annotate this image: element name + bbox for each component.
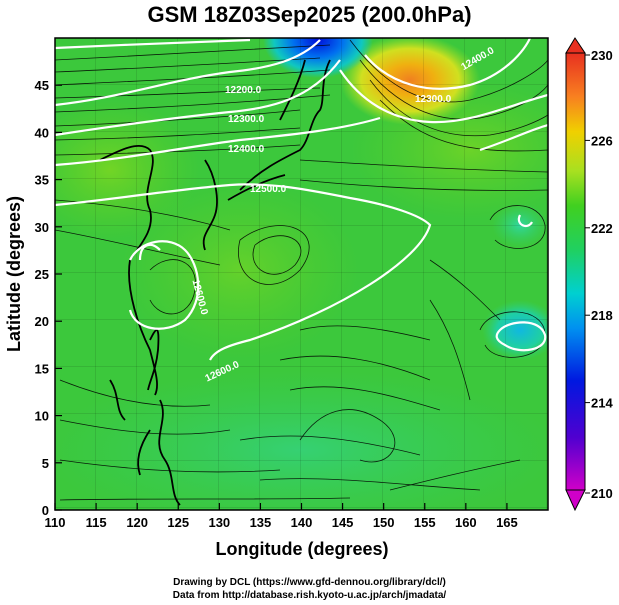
colorbar-tick-label: 222 [591, 221, 613, 236]
colorbar-bottom-arrow [565, 489, 586, 512]
y-tick-label: 10 [35, 409, 49, 424]
y-tick-label: 5 [42, 456, 49, 471]
x-tick-label: 115 [86, 515, 107, 530]
x-tick-label: 125 [167, 515, 189, 530]
x-tick-label: 140 [291, 515, 313, 530]
x-axis-title: Longitude (degrees) [215, 539, 388, 559]
colorbar-top-arrow [565, 37, 586, 54]
contour-label: 12500.0 [250, 184, 287, 195]
y-tick-label: 20 [35, 314, 49, 329]
colorbar-tick-label: 230 [591, 48, 613, 63]
y-tick-label: 40 [35, 125, 49, 140]
x-axis: 110 115 120 125 130 135 140 145 150 155 160 165 [45, 503, 518, 530]
x-tick-label: 150 [373, 515, 395, 530]
y-tick-label: 45 [35, 78, 49, 93]
height-contours [55, 38, 548, 361]
x-tick-label: 110 [45, 515, 66, 530]
y-axis: 0 5 10 15 20 25 30 35 40 45 [35, 78, 62, 518]
colorbar-tick-label: 210 [591, 486, 613, 501]
colorbar-ticks: 230 226 222 218 214 210 [585, 48, 613, 501]
colorbar-bar [565, 52, 586, 491]
y-tick-label: 35 [35, 173, 49, 188]
x-tick-label: 135 [250, 515, 272, 530]
y-tick-label: 30 [35, 220, 49, 235]
x-tick-label: 145 [332, 515, 354, 530]
x-tick-label: 120 [126, 515, 148, 530]
grid-lines [55, 38, 548, 510]
map-area: 12200.0 12300.0 12400.0 12500.0 12600.0 … [55, 38, 548, 510]
contour-label: 12300.0 [228, 114, 265, 125]
colorbar-tick-label: 218 [591, 308, 613, 323]
x-tick-label: 155 [414, 515, 436, 530]
chart-title: GSM 18Z03Sep2025 (200.0hPa) [147, 2, 472, 27]
y-tick-label: 25 [35, 267, 49, 282]
x-tick-label: 165 [496, 515, 518, 530]
contour-label: 12200.0 [225, 85, 262, 96]
colorbar: 230 226 222 218 214 210 [565, 37, 613, 512]
contour-label: 12300.0 [415, 94, 452, 105]
credit-drawing: Drawing by DCL (https://www.gfd-dennou.o… [173, 577, 446, 588]
colorbar-tick-label: 214 [591, 396, 613, 411]
contour-label: 12400.0 [228, 144, 265, 155]
y-axis-title: Latitude (degrees) [4, 196, 24, 352]
x-tick-label: 160 [455, 515, 477, 530]
y-tick-label: 15 [35, 361, 49, 376]
credit-data: Data from http://database.rish.kyoto-u.a… [172, 590, 447, 601]
y-tick-label: 0 [42, 503, 49, 518]
colorbar-tick-label: 226 [591, 133, 613, 148]
x-tick-label: 130 [208, 515, 230, 530]
